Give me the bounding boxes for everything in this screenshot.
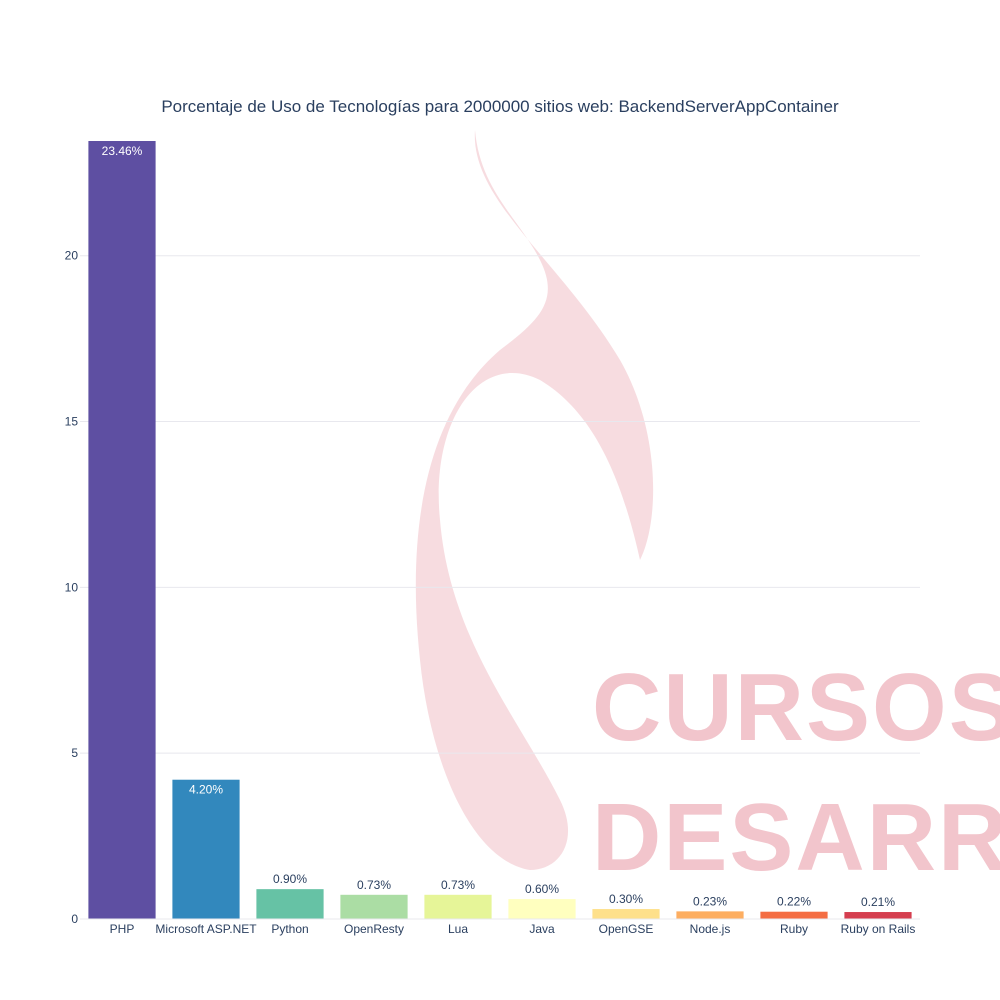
- y-tick-label: 20: [65, 249, 79, 263]
- watermark-line1: CURSOS DE: [592, 654, 1000, 761]
- x-tick-label: Ruby: [780, 922, 808, 936]
- x-tick-label: Python: [271, 922, 308, 936]
- x-tick-label: Lua: [448, 922, 468, 936]
- x-tick-label: OpenGSE: [599, 922, 654, 936]
- bar: [676, 911, 744, 919]
- x-tick-label: PHP: [110, 922, 135, 936]
- y-tick-label: 15: [65, 415, 79, 429]
- bar: [88, 141, 156, 919]
- y-axis-ticks: 0 5 10 15 20: [65, 249, 79, 926]
- grid-lines: [80, 255, 920, 754]
- x-tick-label: OpenResty: [344, 922, 404, 936]
- watermark-logo: CURSOS DE DESARROLLO: [415, 130, 1000, 891]
- bar: [760, 911, 828, 919]
- data-labels: 23.46% 4.20% 0.90% 0.73% 0.73% 0.60% 0.30% 0.23…: [102, 144, 896, 909]
- x-tick-label: Node.js: [690, 922, 731, 936]
- bar: [256, 889, 324, 919]
- bar-data-label: 0.90%: [273, 872, 307, 886]
- x-axis-ticks: PHP Microsoft ASP.NET Python OpenResty Lua Ja…: [110, 922, 916, 936]
- bar-data-label: 0.21%: [861, 895, 895, 909]
- bar-data-label: 0.60%: [525, 882, 559, 896]
- watermark-line2: DESARROLLO: [592, 784, 1000, 891]
- chart-title: Porcentaje de Uso de Tecnologías para 20…: [161, 97, 839, 116]
- bar: [844, 912, 912, 919]
- bar-data-label: 4.20%: [189, 783, 223, 797]
- bar-data-label: 23.46%: [102, 144, 143, 158]
- bar-data-label: 0.73%: [441, 878, 475, 892]
- x-tick-label: Microsoft ASP.NET: [155, 922, 257, 936]
- bar-data-label: 0.73%: [357, 878, 391, 892]
- y-tick-label: 0: [71, 912, 78, 926]
- y-tick-label: 5: [71, 746, 78, 760]
- bar-data-label: 0.22%: [777, 895, 811, 909]
- x-tick-label: Ruby on Rails: [841, 922, 916, 936]
- bar-data-label: 0.30%: [609, 892, 643, 906]
- watermark-dragon-shape: [415, 130, 654, 870]
- bar: [592, 909, 660, 919]
- bar: [508, 899, 576, 919]
- bar: [340, 894, 408, 919]
- x-tick-label: Java: [529, 922, 555, 936]
- bar-data-label: 0.23%: [693, 894, 727, 908]
- bar: [424, 894, 492, 919]
- bar: [172, 779, 240, 919]
- y-tick-label: 10: [65, 580, 79, 594]
- bars: [88, 141, 912, 919]
